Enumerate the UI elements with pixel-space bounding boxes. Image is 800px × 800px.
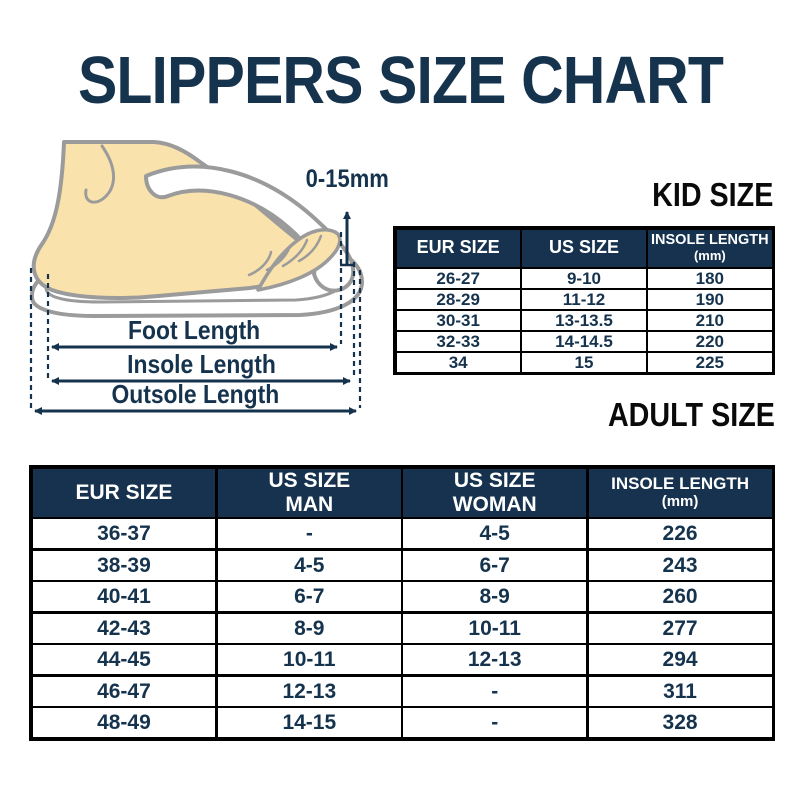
table-cell: 4-5: [403, 519, 587, 548]
table-cell: 220: [648, 332, 772, 351]
table-cell: 311: [588, 676, 772, 706]
table-cell: 10-11: [403, 613, 587, 643]
table-cell: 225: [648, 353, 772, 372]
kid-insole-unit: (mm): [693, 247, 726, 263]
table-cell: 34: [396, 353, 520, 372]
table-cell: 12-13: [217, 676, 401, 706]
foot-length-label: Foot Length: [128, 315, 261, 345]
table-cell: 15: [522, 353, 646, 372]
table-cell: 40-41: [32, 582, 216, 611]
table-cell: 180: [648, 269, 772, 288]
measurement-arrows: [34, 211, 357, 415]
adult-column-header-us-size-man: US SIZE MAN: [217, 468, 401, 517]
table-cell: 210: [648, 311, 772, 330]
table-cell: 260: [588, 582, 772, 611]
slipper-vamp-shape: [144, 164, 356, 293]
adult-size-table: EUR SIZE US SIZE MAN US SIZE WOMAN INSOL…: [29, 465, 775, 741]
table-cell: 44-45: [32, 645, 216, 674]
ankle-crease-line: [84, 144, 115, 204]
foot-slipper-illustration: [29, 140, 364, 415]
kid-size-heading: KID SIZE: [651, 176, 773, 213]
table-cell: 294: [588, 645, 772, 674]
outsole-length-label: Outsole Length: [111, 379, 280, 409]
table-cell: -: [403, 708, 587, 737]
foot-measurement-diagram: 0-15mm Foot Length Insole Length Outsole…: [18, 140, 406, 440]
table-cell: 28-29: [396, 290, 520, 309]
table-cell: 190: [648, 290, 772, 309]
adult-column-header-us-size-woman: US SIZE WOMAN: [403, 468, 587, 517]
table-cell: 30-31: [396, 311, 520, 330]
page-title: SLIPPERS SIZE CHART: [77, 43, 723, 118]
table-cell: 26-27: [396, 269, 520, 288]
table-cell: 243: [588, 550, 772, 580]
adult-insole-unit: (mm): [661, 492, 699, 510]
table-cell: 6-7: [403, 550, 587, 580]
table-cell: 46-47: [32, 676, 216, 706]
table-cell: 32-33: [396, 332, 520, 351]
table-cell: 36-37: [32, 519, 216, 548]
table-cell: 9-10: [522, 269, 646, 288]
table-cell: 10-11: [217, 645, 401, 674]
table-cell: 14-14.5: [522, 332, 646, 351]
kid-column-header-us-size: US SIZE: [522, 229, 646, 267]
table-cell: 42-43: [32, 613, 216, 643]
kid-column-header-eur-size: EUR SIZE: [396, 229, 520, 267]
insole-length-label: Insole Length: [126, 349, 276, 379]
table-cell: 14-15: [217, 708, 401, 737]
table-cell: 4-5: [217, 550, 401, 580]
table-cell: -: [403, 676, 587, 706]
table-cell: 12-13: [403, 645, 587, 674]
adult-column-header-eur-size: EUR SIZE: [32, 468, 216, 517]
table-cell: 13-13.5: [522, 311, 646, 330]
table-cell: 8-9: [403, 582, 587, 611]
table-cell: 328: [588, 708, 772, 737]
toe-gap-label: 0-15mm: [305, 165, 389, 193]
adult-column-header-insole-length: INSOLE LENGTH (mm): [588, 468, 772, 517]
kid-column-header-insole-length: INSOLE LENGTH (mm): [648, 229, 772, 267]
table-cell: 226: [588, 519, 772, 548]
measurement-guides: [29, 232, 362, 408]
table-cell: 11-12: [522, 290, 646, 309]
table-cell: -: [217, 519, 401, 548]
table-cell: 38-39: [32, 550, 216, 580]
kid-size-table: EUR SIZE US SIZE INSOLE LENGTH (mm) 26-2…: [393, 226, 775, 375]
table-cell: 277: [588, 613, 772, 643]
table-cell: 8-9: [217, 613, 401, 643]
adult-size-heading: ADULT SIZE: [608, 396, 775, 433]
table-cell: 48-49: [32, 708, 216, 737]
table-cell: 6-7: [217, 582, 401, 611]
toe-lines: [247, 234, 323, 277]
